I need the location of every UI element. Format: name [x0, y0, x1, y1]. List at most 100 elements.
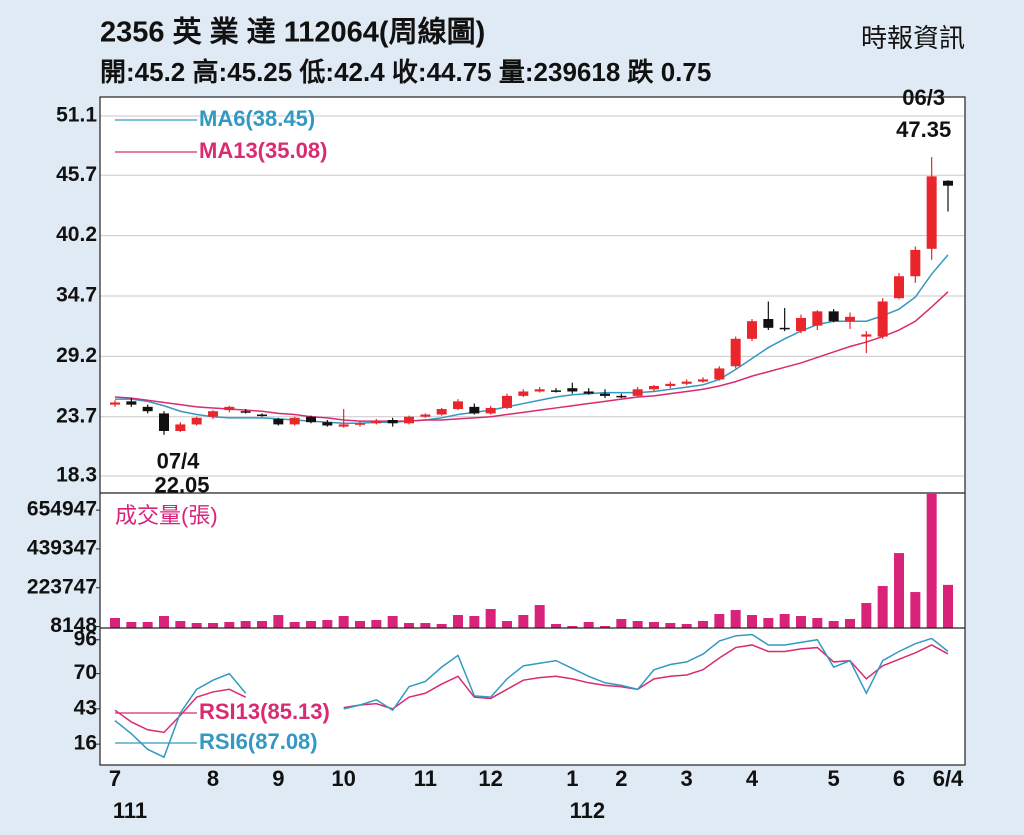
volume-bar — [681, 624, 692, 628]
candle-body — [306, 416, 316, 423]
volume-bar — [485, 609, 496, 628]
volume-bar — [208, 623, 218, 628]
volume-bar — [257, 621, 267, 628]
candle-body — [779, 327, 790, 330]
candle-body — [159, 413, 169, 431]
x-tick-label: 6/4 — [933, 766, 964, 791]
line-series — [114, 633, 949, 759]
candle-body — [257, 414, 267, 417]
volume-bar — [730, 610, 741, 628]
volume-bar — [812, 618, 823, 628]
candle-body — [485, 407, 496, 414]
annotation-date: 06/3 — [902, 85, 945, 110]
volume-bar — [110, 618, 120, 628]
x-tick-label: 1 — [566, 766, 578, 791]
volume-bar — [616, 619, 627, 628]
volume-bar — [175, 621, 186, 628]
volume-bar — [551, 624, 561, 628]
volume-bar — [273, 615, 284, 628]
volume-bar — [828, 621, 839, 628]
candle-body — [583, 391, 594, 394]
volume-bar — [191, 623, 202, 628]
y-tick-label: 40.2 — [56, 223, 97, 246]
candle-body — [763, 319, 774, 328]
legend-label: RSI13(85.13) — [199, 699, 330, 724]
candle-body — [665, 383, 676, 386]
candle-body — [861, 334, 872, 337]
candle-body — [142, 406, 153, 412]
x-tick-label: 11 — [414, 766, 437, 791]
volume-bar — [469, 616, 480, 628]
volume-bar — [698, 621, 708, 628]
labels: 18.3 23.7 29.2 34.7 40.2 45.7 51.1 MA6(38.45) MA… — [27, 85, 964, 823]
volume-bar — [126, 622, 137, 628]
candle-body — [371, 421, 382, 424]
panel-title: 成交量(張) — [115, 503, 218, 528]
plot-area — [100, 97, 965, 765]
candle-body — [469, 406, 480, 414]
x-tick-label: 9 — [272, 766, 284, 791]
y-tick-label: 70 — [74, 661, 97, 684]
year-label: 112 — [570, 798, 606, 823]
line-series — [114, 291, 949, 422]
annotation-value: 22.05 — [154, 473, 209, 498]
candle-body — [208, 411, 218, 417]
volume-bar — [420, 623, 431, 628]
x-tick-label: 12 — [478, 766, 502, 791]
x-tick-label: 3 — [681, 766, 693, 791]
plot-border — [99, 96, 966, 766]
candle-body — [812, 311, 823, 326]
candle-body — [420, 414, 431, 417]
candle-body — [453, 401, 463, 410]
candle-body — [534, 389, 545, 392]
volume-bar — [632, 621, 643, 628]
candle-body — [110, 402, 120, 405]
legend-label: RSI6(87.08) — [199, 729, 318, 754]
candle-body — [502, 395, 512, 408]
x-tick-label: 8 — [207, 766, 219, 791]
subtitle: 開:45.2 高:45.25 低:42.4 收:44.75 量:239618 跌… — [100, 57, 711, 87]
volume-bar — [322, 620, 333, 628]
candle-body — [126, 401, 137, 405]
x-tick-label: 5 — [828, 766, 840, 791]
candle-body — [730, 338, 741, 367]
candle-body — [387, 420, 398, 424]
volume-bar — [910, 592, 921, 628]
chart-title: 2356 英 業 達 112064(周線圖) — [100, 15, 485, 49]
candle-body — [943, 180, 953, 186]
x-tick-label: 10 — [331, 766, 355, 791]
volume-bar — [387, 616, 398, 628]
candle-body — [240, 411, 251, 413]
y-tick-label: 223747 — [27, 575, 97, 598]
x-tick-label: 2 — [615, 766, 627, 791]
volume-bar — [649, 622, 659, 628]
volume-bar — [763, 618, 774, 628]
candle-body — [910, 249, 921, 277]
candle-body — [747, 321, 757, 339]
volume-bar — [142, 622, 153, 628]
y-tick-label: 654947 — [27, 498, 97, 521]
x-tick-label: 7 — [109, 766, 121, 791]
volume-bar — [861, 603, 872, 628]
volume-bar — [534, 605, 545, 628]
volume-bar — [567, 626, 578, 628]
volume-bar — [338, 616, 349, 628]
volume-bar — [600, 626, 610, 628]
volume-bar — [502, 621, 512, 628]
legend-label: MA6(38.45) — [199, 106, 315, 131]
marks — [110, 119, 953, 759]
x-tick-label: 6 — [893, 766, 905, 791]
candle-body — [616, 395, 627, 398]
line-series — [115, 254, 949, 425]
volume-bar — [453, 615, 463, 628]
candle-body — [828, 311, 839, 322]
candle-body — [698, 379, 708, 382]
volume-bar — [665, 623, 676, 628]
candle-body — [436, 409, 447, 415]
volume-bar — [796, 616, 806, 628]
volume-bar — [877, 586, 888, 628]
volume-bar — [894, 553, 904, 628]
candle-body — [877, 301, 888, 337]
volume-bar — [306, 621, 316, 628]
volume-bar — [518, 615, 529, 628]
